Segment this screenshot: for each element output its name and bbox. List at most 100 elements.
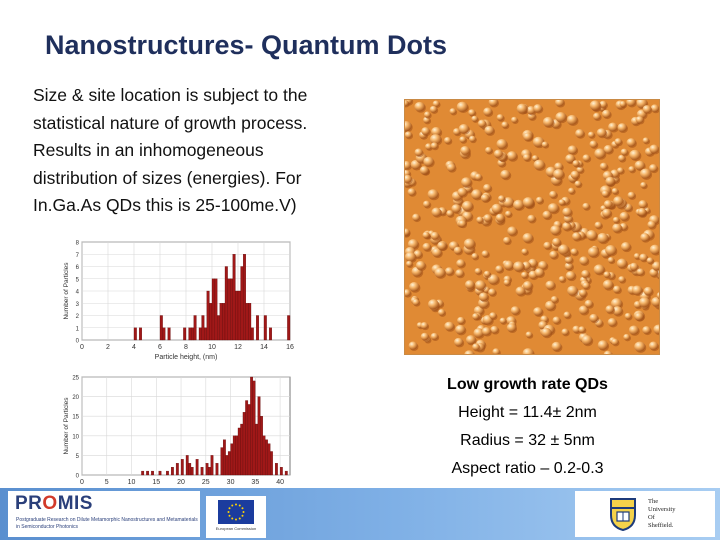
x-tick-label: 30 [227, 479, 235, 486]
histogram-bar [274, 463, 278, 476]
histogram-bar [224, 266, 228, 341]
body-line: distribution of sizes (energies). For [33, 167, 302, 188]
histogram-bar [263, 315, 267, 341]
y-tick-label: 2 [76, 314, 80, 320]
stats-height: Height = 11.4± 2nm [458, 404, 597, 421]
histogram-bar [225, 455, 229, 476]
histogram-bar [214, 278, 218, 341]
histogram-bar [205, 463, 209, 476]
histogram-bar [247, 404, 251, 476]
stats-aspect: Aspect ratio – 0.2-0.3 [451, 460, 604, 477]
body-line: Size & site location is subject to the [33, 85, 308, 105]
histogram-bar [252, 380, 256, 476]
histogram-bar [215, 463, 219, 476]
histogram-bar [206, 290, 210, 341]
histogram-bar [270, 451, 273, 476]
histogram-bar [242, 412, 246, 476]
histogram-bar [222, 303, 226, 341]
histogram-bar [208, 467, 211, 476]
x-tick-label: 12 [234, 344, 242, 351]
y-tick-label: 15 [72, 415, 79, 421]
histogram-bar [245, 400, 249, 476]
histogram-bar [260, 416, 263, 476]
x-tick-label: 2 [106, 344, 110, 351]
histogram-bar [188, 463, 192, 476]
histogram-bar [201, 315, 205, 341]
histogram-bar [200, 467, 204, 476]
histogram-bar [227, 451, 231, 476]
histogram-bar [166, 470, 169, 476]
afm-quantum-dots-picture [405, 100, 659, 354]
x-tick-label: 6 [158, 344, 162, 351]
eu-caption: European Commission [215, 526, 257, 531]
histogram-bar [232, 435, 236, 476]
histogram-bar [195, 459, 199, 476]
y-axis-label: Number of Particles [63, 262, 70, 320]
x-tick-label: 14 [260, 344, 268, 351]
histogram-bar [257, 396, 261, 476]
eu-logo-box: European Commission [206, 496, 266, 538]
histogram-bar [243, 254, 246, 341]
histogram-bar [162, 327, 166, 341]
x-tick-label: 35 [251, 479, 259, 486]
histogram-bar [211, 278, 215, 341]
body-line: Results in an inhomogeneous [33, 140, 264, 160]
histogram-bar [183, 327, 187, 341]
histogram-bar [210, 455, 214, 476]
histogram-bar [240, 423, 244, 476]
x-tick-label: 16 [286, 344, 294, 351]
histogram-bar [237, 427, 241, 476]
histogram-bar [230, 278, 233, 341]
histogram-bar [250, 327, 254, 341]
histogram-bar [255, 423, 258, 476]
histogram-bar [248, 303, 252, 341]
y-tick-label: 4 [76, 290, 80, 296]
x-tick-label: 8 [184, 344, 188, 351]
histogram-bar [191, 327, 194, 341]
histogram-bar [245, 303, 249, 341]
histogram-bar [159, 315, 163, 341]
histogram-bar [188, 327, 192, 341]
y-tick-label: 25 [72, 376, 79, 382]
y-tick-label: 5 [76, 454, 80, 460]
y-axis-label: Number of Particles [63, 397, 70, 455]
promis-logo: PROMIS [15, 493, 93, 514]
body-line: In.Ga.As QDs this is 25-100me.V) [33, 195, 297, 215]
histogram-bar [139, 327, 142, 341]
histogram-bar [235, 290, 239, 341]
histogram-bar [267, 443, 271, 476]
histogram-bar [158, 470, 162, 476]
x-tick-label: 10 [128, 479, 136, 486]
histogram-bar [198, 327, 202, 341]
x-tick-label: 0 [80, 479, 84, 486]
histogram-bar [193, 315, 197, 341]
x-tick-label: 0 [80, 344, 84, 351]
histogram-bar [170, 467, 174, 476]
y-tick-label: 8 [76, 241, 80, 247]
y-tick-label: 6 [76, 265, 80, 271]
histogram-bar [180, 459, 184, 476]
x-tick-label: 4 [132, 344, 136, 351]
histogram-bar [209, 303, 213, 341]
histogram-bar [220, 447, 224, 476]
y-tick-label: 5 [76, 277, 80, 283]
y-tick-label: 7 [76, 253, 80, 259]
histogram-bar [222, 439, 226, 476]
stats-heading: Low growth rate QDs [447, 376, 608, 393]
histogram-bar [190, 467, 194, 476]
stats-radius: Radius = 32 ± 5nm [460, 432, 595, 449]
eu-flag-icon [218, 500, 254, 524]
histogram-bar [265, 439, 268, 476]
x-tick-label: 15 [152, 479, 160, 486]
histogram-bar [217, 315, 220, 341]
promis-logo-box: PROMIS Postgraduate Research on Dilute M… [8, 491, 200, 537]
x-tick-label: 10 [208, 344, 216, 351]
university-logo-box: The University Of Sheffield. [575, 491, 715, 537]
y-tick-label: 0 [76, 474, 80, 480]
afm-image [404, 99, 660, 355]
y-tick-label: 20 [72, 395, 79, 401]
histogram-bar [250, 376, 254, 476]
histogram-bar [204, 327, 207, 341]
histogram-bar [287, 315, 291, 341]
